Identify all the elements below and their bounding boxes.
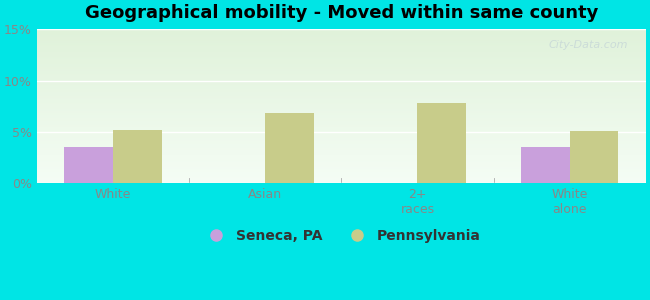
Bar [265,113,314,183]
Bar [569,131,618,183]
Bar [64,147,113,183]
Bar [113,130,162,183]
Text: City-Data.com: City-Data.com [548,40,627,50]
Title: Geographical mobility - Moved within same county: Geographical mobility - Moved within sam… [84,4,598,22]
Legend: Seneca, PA, Pennsylvania: Seneca, PA, Pennsylvania [197,224,486,249]
Bar [417,103,466,183]
Bar [521,147,569,183]
